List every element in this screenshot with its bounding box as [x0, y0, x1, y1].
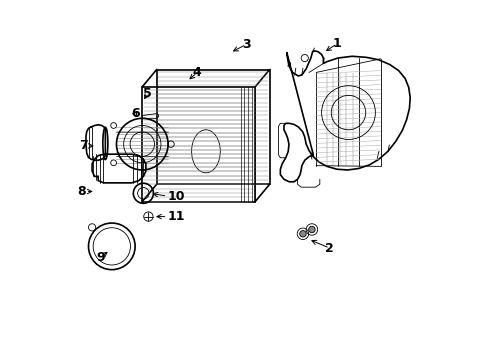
Circle shape: [299, 230, 305, 237]
Text: 6: 6: [131, 107, 139, 120]
Text: 11: 11: [167, 210, 184, 223]
Text: 1: 1: [332, 37, 341, 50]
Text: 8: 8: [77, 185, 85, 198]
Text: 3: 3: [242, 38, 250, 51]
Text: 9: 9: [97, 251, 105, 264]
Text: 5: 5: [143, 87, 152, 100]
Text: 2: 2: [325, 242, 333, 255]
Text: 7: 7: [79, 139, 87, 152]
Circle shape: [308, 226, 314, 233]
Text: 4: 4: [192, 66, 201, 79]
Text: 10: 10: [167, 190, 184, 203]
